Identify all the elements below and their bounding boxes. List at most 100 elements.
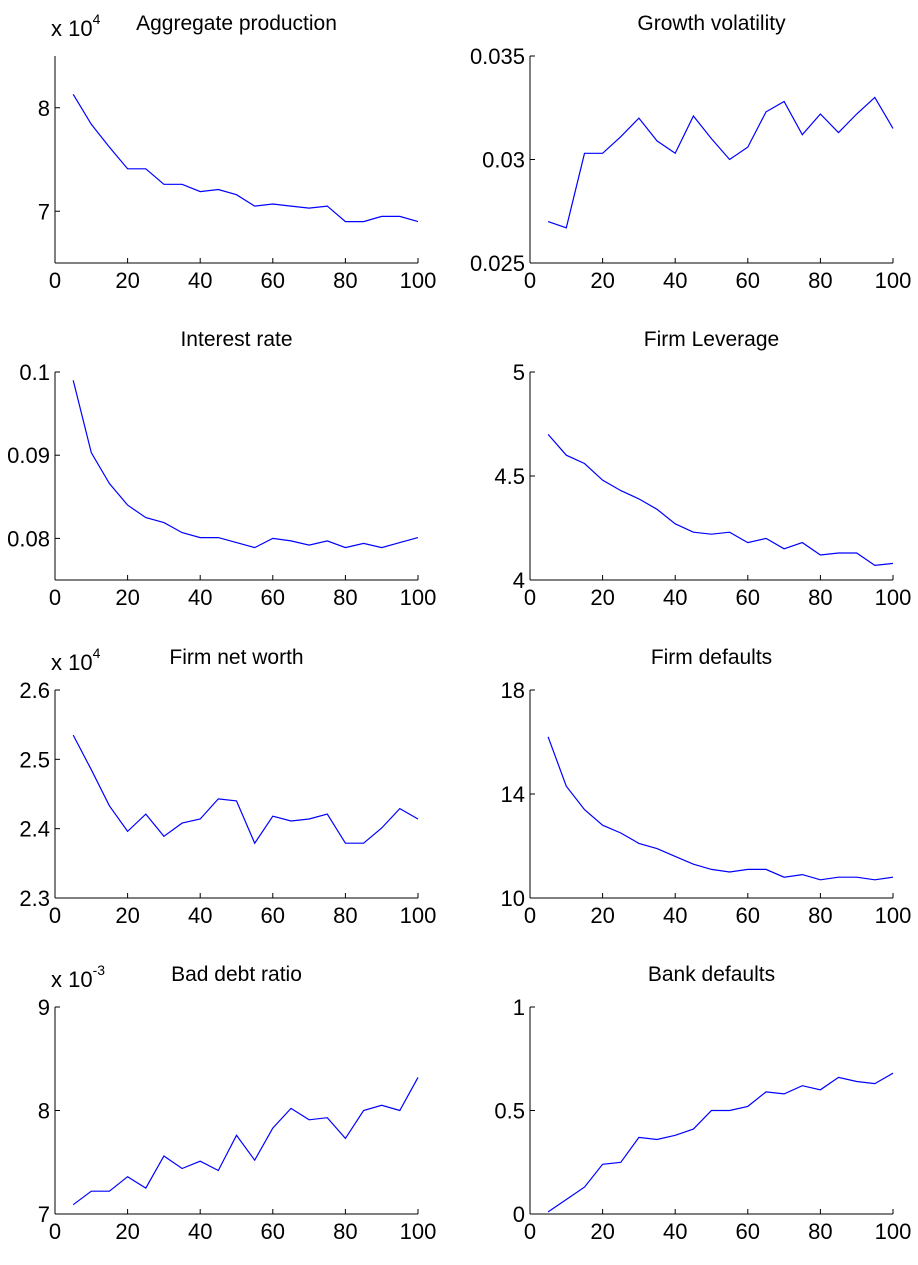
chart-title: Firm Leverage	[644, 328, 779, 351]
chart-title: Firm net worth	[169, 646, 303, 669]
y-tick-label: 7	[38, 1202, 50, 1227]
x-tick-label: 20	[590, 903, 614, 928]
axis-multiplier-exponent: 4	[93, 645, 101, 661]
y-tick-label: 5	[513, 360, 525, 385]
chart-panel: 0 20 40 60 80 100 7 8 9 Bad debt ratio x 10-3	[38, 962, 437, 1244]
y-tick-label: 18	[501, 678, 525, 703]
x-tick-label: 40	[663, 903, 687, 928]
x-tick-label: 60	[261, 1219, 285, 1244]
axis-multiplier: x 10-3	[51, 962, 105, 992]
y-tick-label: 8	[38, 1099, 50, 1124]
chart-title: Aggregate production	[136, 12, 337, 35]
x-tick-label: 100	[875, 903, 912, 928]
x-tick-label: 20	[590, 1219, 614, 1244]
x-tick-label: 40	[663, 268, 687, 293]
y-tick-label: 0.035	[470, 44, 525, 69]
x-tick-label: 80	[333, 585, 357, 610]
series-line	[547, 434, 894, 567]
chart-title: Firm defaults	[651, 646, 772, 669]
x-tick-label: 40	[188, 1219, 212, 1244]
x-tick-label: 80	[808, 585, 832, 610]
chart-title: Growth volatility	[637, 12, 786, 35]
x-tick-label: 40	[663, 585, 687, 610]
chart-panel: 0 20 40 60 80 100 7 8 Aggregate production x 104	[38, 11, 437, 293]
chart-panel: 0 20 40 60 80 100 10 14 18 Firm defaults	[501, 646, 912, 928]
chart-title: Interest rate	[180, 328, 292, 351]
y-tick-label: 0	[513, 1202, 525, 1227]
chart-title: Bad debt ratio	[171, 963, 302, 986]
x-tick-label: 20	[590, 585, 614, 610]
x-tick-label: 60	[261, 268, 285, 293]
series-line	[72, 734, 419, 845]
x-tick-label: 0	[49, 903, 61, 928]
x-tick-label: 100	[875, 1219, 912, 1244]
y-tick-label: 1	[513, 995, 525, 1020]
x-tick-label: 100	[400, 903, 437, 928]
axis-multiplier-base: x 10	[51, 16, 93, 41]
x-tick-label: 100	[400, 268, 437, 293]
y-tick-label: 2.4	[19, 817, 50, 842]
x-tick-label: 100	[875, 585, 912, 610]
x-tick-label: 80	[808, 1219, 832, 1244]
x-tick-label: 40	[188, 585, 212, 610]
x-tick-label: 20	[115, 268, 139, 293]
x-tick-label: 80	[808, 268, 832, 293]
y-tick-label: 8	[38, 96, 50, 121]
chart-panel: 0 20 40 60 80 100 0 0.5 1 Bank defaults	[494, 963, 911, 1244]
axis-multiplier-exponent: -3	[93, 962, 106, 978]
y-tick-label: 0.08	[7, 526, 50, 551]
x-tick-label: 100	[400, 1219, 437, 1244]
x-tick-label: 80	[333, 903, 357, 928]
y-tick-label: 0.025	[470, 251, 525, 276]
x-tick-label: 60	[261, 585, 285, 610]
axis-multiplier: x 104	[51, 11, 101, 41]
x-tick-label: 20	[115, 903, 139, 928]
axis-multiplier-exponent: 4	[93, 11, 101, 27]
x-tick-label: 20	[590, 268, 614, 293]
y-tick-label: 4.5	[494, 464, 525, 489]
series-line	[72, 380, 419, 549]
y-tick-label: 7	[38, 199, 50, 224]
y-tick-label: 0.03	[482, 148, 525, 173]
y-tick-label: 10	[501, 886, 525, 911]
series-line	[72, 93, 419, 223]
y-tick-label: 0.1	[19, 360, 50, 385]
y-tick-label: 9	[38, 995, 50, 1020]
x-tick-label: 60	[736, 1219, 760, 1244]
x-tick-label: 40	[188, 903, 212, 928]
x-tick-label: 40	[188, 268, 212, 293]
x-tick-label: 20	[115, 1219, 139, 1244]
chart-panel: 0 20 40 60 80 100 0.08 0.09 0.1 Interest rate	[7, 328, 436, 610]
x-tick-label: 80	[333, 1219, 357, 1244]
axis-multiplier: x 104	[51, 645, 101, 675]
x-tick-label: 60	[261, 903, 285, 928]
x-tick-label: 60	[736, 903, 760, 928]
x-tick-label: 0	[49, 1219, 61, 1244]
y-tick-label: 14	[501, 782, 525, 807]
y-tick-label: 0.09	[7, 443, 50, 468]
axis-multiplier-base: x 10	[51, 967, 93, 992]
chart-panel: 0 20 40 60 80 100 2.3 2.4 2.5 2.6 Firm net worth x …	[19, 645, 436, 928]
y-tick-label: 0.5	[494, 1099, 525, 1124]
y-tick-label: 2.5	[19, 747, 50, 772]
x-tick-label: 60	[736, 268, 760, 293]
x-tick-label: 80	[808, 903, 832, 928]
series-line	[72, 1077, 419, 1206]
x-tick-label: 0	[524, 1219, 536, 1244]
x-tick-label: 100	[875, 268, 912, 293]
series-line	[547, 736, 894, 881]
y-tick-label: 2.6	[19, 678, 50, 703]
x-tick-label: 100	[400, 585, 437, 610]
y-tick-label: 2.3	[19, 886, 50, 911]
x-tick-label: 0	[49, 268, 61, 293]
x-tick-label: 0	[524, 903, 536, 928]
series-line	[547, 96, 894, 229]
chart-panel: 0 20 40 60 80 100 4 4.5 5 Firm Leverage	[494, 328, 911, 610]
chart-panel: 0 20 40 60 80 100 0.025 0.03 0.035 Growth volatil…	[470, 12, 911, 293]
x-tick-label: 80	[333, 268, 357, 293]
x-tick-label: 20	[115, 585, 139, 610]
chart-title: Bank defaults	[648, 963, 775, 986]
x-tick-label: 40	[663, 1219, 687, 1244]
x-tick-label: 0	[49, 585, 61, 610]
